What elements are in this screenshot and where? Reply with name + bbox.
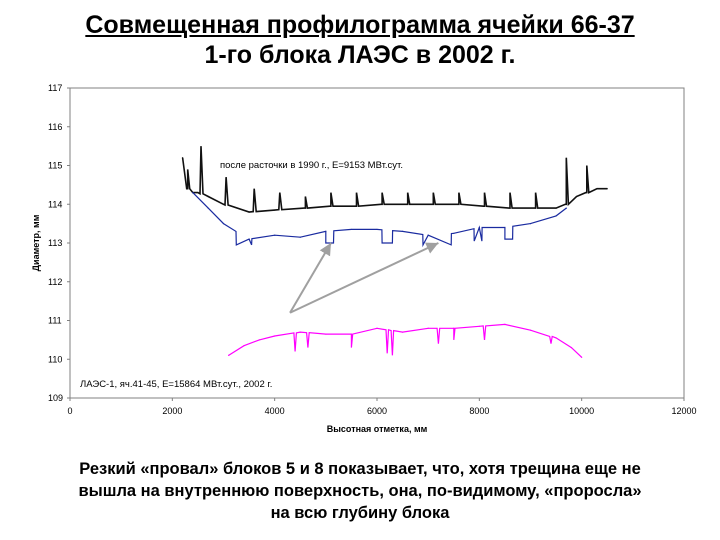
series-point-magenta (427, 327, 429, 329)
series-point-black (187, 188, 189, 190)
series-point-black (509, 207, 511, 209)
series-point-black (207, 195, 209, 198)
series-point-magenta (478, 325, 480, 327)
series-point-blue (555, 215, 557, 217)
annotation-arrow (289, 242, 332, 314)
series-point-black (274, 209, 276, 211)
series-point-black (248, 211, 250, 213)
series-point-blue (207, 207, 209, 209)
series-point-blue (478, 226, 480, 229)
slide-title-line-2: 1-го блока ЛАЭС в 2002 г. (204, 41, 516, 69)
slide-title: Совмещенная профилограмма ячейки 66-37 1… (0, 10, 720, 70)
series-point-magenta (325, 333, 327, 335)
series-point-blue (376, 228, 378, 231)
annotation-arrow (289, 242, 439, 314)
series-point-magenta (350, 333, 353, 335)
series-point-black (381, 203, 383, 205)
x-tick-label: 12000 (671, 406, 696, 416)
slide-caption: Резкий «провал» блоков 5 и 8 показывает,… (0, 458, 720, 524)
caption-line-1: Резкий «провал» блоков 5 и 8 показывает,… (79, 460, 641, 478)
series-point-blue (453, 232, 455, 234)
y-tick-label: 113 (48, 238, 62, 248)
x-tick-label: 0 (67, 406, 72, 416)
series-point-magenta (529, 329, 532, 331)
series-point-magenta (570, 347, 573, 349)
x-tick-label: 6000 (367, 406, 387, 416)
series-point-black (606, 188, 608, 190)
x-tick-label: 10000 (569, 406, 594, 416)
series-point-blue (504, 226, 506, 229)
series-point-blue (350, 228, 353, 231)
y-tick-label: 114 (48, 199, 62, 209)
series-point-magenta (274, 335, 276, 337)
series-point-magenta (555, 337, 557, 339)
series-point-blue (299, 236, 301, 238)
series-point-black (565, 203, 567, 205)
y-tick-label: 109 (48, 393, 63, 403)
x-axis-label: Высотная отметка, мм (327, 424, 428, 434)
series-point-black (458, 203, 460, 205)
series-point-blue (401, 230, 404, 232)
series-point-black (535, 207, 537, 209)
series-point-magenta (258, 339, 260, 341)
series-point-magenta (228, 354, 230, 356)
series-point-blue (325, 230, 327, 232)
series-point-black (222, 203, 225, 205)
series-point-black (575, 195, 578, 198)
series-line-black (181, 146, 608, 213)
x-tick-label: 2000 (162, 406, 182, 416)
y-tick-label: 110 (48, 354, 62, 364)
series-point-black (355, 205, 358, 207)
annotation-laes: ЛАЭС-1, яч.41-45, Е=15864 МВт.сут., 2002… (80, 379, 272, 390)
series-point-magenta (376, 327, 378, 329)
caption-line-3: на всю глубину блока (270, 504, 450, 522)
series-line-magenta (228, 323, 583, 358)
series-point-blue (274, 234, 276, 236)
y-tick-label: 116 (48, 122, 62, 132)
x-tick-label: 4000 (265, 406, 285, 416)
series-point-magenta (504, 323, 506, 325)
plot-area (69, 87, 685, 399)
series-point-blue (248, 238, 250, 240)
series-point-black (181, 157, 184, 159)
series-point-magenta (401, 331, 404, 333)
series-point-blue (222, 223, 225, 225)
series-point-black (483, 205, 486, 207)
y-tick-label: 112 (48, 277, 62, 287)
series-point-blue (427, 234, 429, 236)
series-point-black (586, 192, 588, 194)
series-point-black (432, 203, 434, 205)
series-point-black (407, 203, 409, 205)
series-point-blue (192, 192, 194, 194)
series-point-blue (565, 207, 567, 209)
annotation-recut: после расточки в 1990 г., Е=9153 МВт.сут… (220, 160, 403, 171)
series-point-magenta (581, 356, 583, 358)
series-point-magenta (299, 331, 301, 333)
series-point-blue (529, 223, 532, 225)
series-point-black (596, 188, 598, 190)
y-axis-label: Диаметр, мм (31, 214, 41, 271)
slide-title-line-1: Совмещенная профилограмма ячейки 66-37 (85, 11, 635, 39)
series-point-black (197, 192, 199, 194)
series-point-black (555, 207, 557, 209)
y-tick-label: 115 (48, 161, 62, 171)
series-point-black (330, 205, 332, 207)
x-tick-label: 8000 (469, 406, 489, 416)
series-point-magenta (453, 327, 455, 329)
caption-line-2: вышла на внутреннюю поверхность, она, по… (78, 482, 642, 500)
y-tick-label: 117 (48, 83, 62, 93)
y-tick-label: 111 (48, 316, 62, 326)
series-point-magenta (243, 345, 245, 347)
series-point-black (304, 207, 306, 209)
